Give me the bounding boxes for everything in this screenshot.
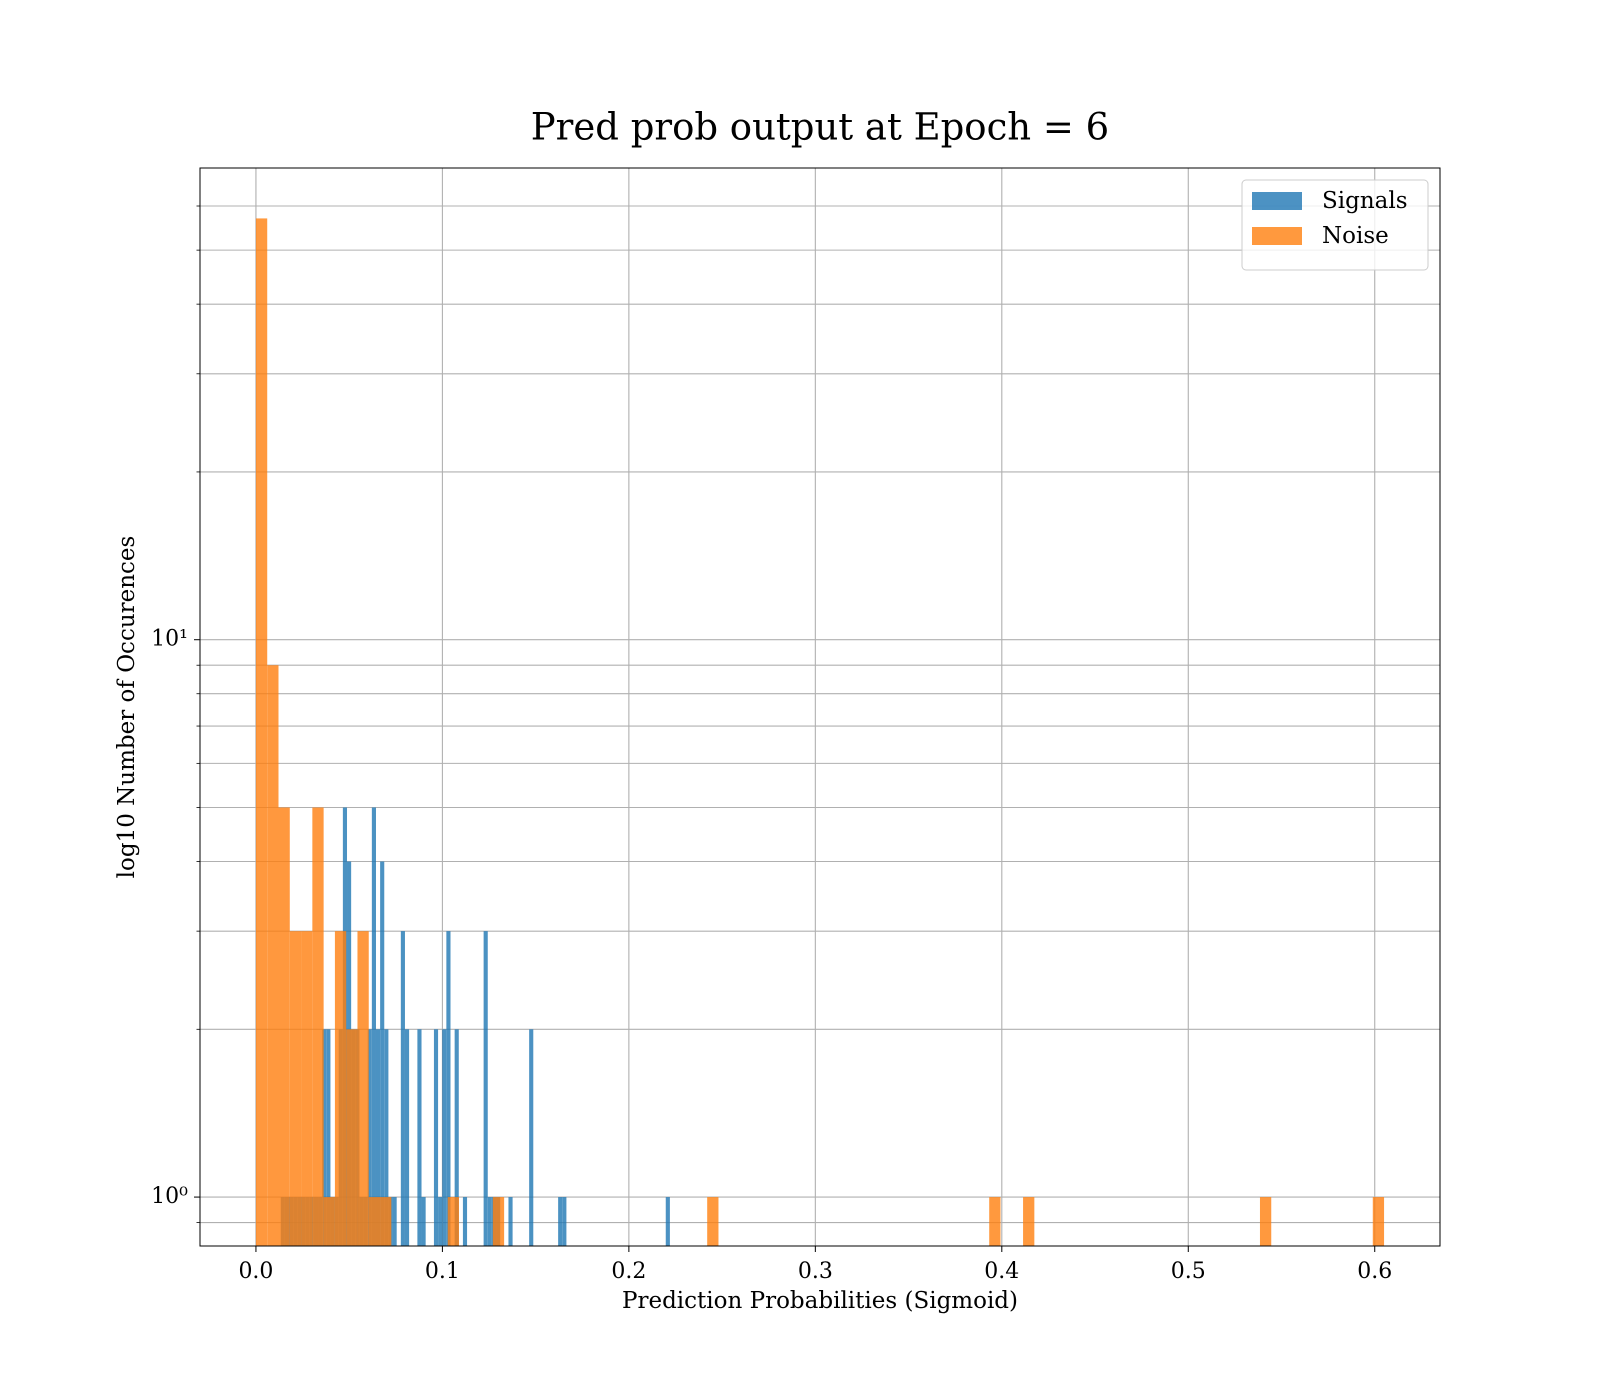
x-tick-label: 0.2 [611, 1259, 646, 1284]
histogram-bar [322, 1029, 327, 1246]
histogram-bar [380, 1197, 392, 1246]
histogram-bar [492, 1197, 505, 1246]
histogram-bar [323, 1197, 335, 1246]
x-tick-label: 0.3 [798, 1259, 833, 1284]
histogram-bar [1259, 1197, 1272, 1246]
histogram-bar [368, 1197, 381, 1246]
histogram-bar [707, 1197, 719, 1246]
histogram-bar [487, 1197, 492, 1246]
histogram-bar [375, 1029, 381, 1246]
histogram-bar [357, 931, 369, 1246]
histogram-bar [1372, 1197, 1385, 1246]
histogram-bar [289, 931, 302, 1246]
plot-frame [199, 167, 1441, 1247]
histogram-bar [404, 1029, 410, 1246]
y-tick-label: 10¹ [151, 627, 188, 652]
chart-title: Pred prob output at Epoch = 6 [531, 106, 1109, 149]
histogram-bar [508, 1197, 513, 1246]
histogram-bar [326, 1029, 331, 1246]
histogram-bar [665, 1197, 670, 1246]
x-tick-label: 0.4 [984, 1259, 1019, 1284]
histogram-bar [392, 1197, 397, 1246]
histogram-bar [301, 931, 313, 1246]
legend-swatch [1252, 192, 1302, 210]
x-tick-label: 0.1 [425, 1259, 460, 1284]
histogram-bar [384, 1029, 389, 1246]
y-axis-label: log10 Number of Occurences [114, 536, 140, 879]
legend-label: Noise [1322, 223, 1389, 249]
y-tick-label: 10⁰ [151, 1184, 188, 1209]
histogram-bar [267, 665, 279, 1246]
x-tick-label: 0.0 [238, 1259, 273, 1284]
histogram-bar [433, 1029, 439, 1246]
histogram-bar [400, 931, 405, 1246]
histogram-bar [454, 1029, 459, 1246]
histogram-bar [334, 931, 347, 1246]
histogram-bar [462, 1197, 468, 1246]
x-tick-label: 0.6 [1357, 1259, 1392, 1284]
histogram-bar [558, 1197, 563, 1246]
histogram-bar [447, 1197, 460, 1246]
histogram-bar [989, 1197, 1001, 1246]
histogram-bar [371, 807, 376, 1246]
series-bars [255, 218, 1385, 1246]
histogram-bar [367, 1029, 372, 1246]
legend-label: Signals [1322, 188, 1408, 214]
histogram-bar [417, 1029, 422, 1246]
histogram-bar [529, 1029, 534, 1246]
histogram-bar [442, 1029, 447, 1246]
histogram-bar [483, 931, 488, 1246]
histogram-bar [255, 218, 268, 1246]
histogram-bar [278, 807, 290, 1246]
histogram-bar [562, 1197, 567, 1246]
histogram-bar [1023, 1197, 1035, 1246]
histogram-bar [438, 1197, 443, 1246]
x-tick-label: 0.5 [1171, 1259, 1206, 1284]
histogram-bar [346, 1029, 358, 1246]
histogram-bar [421, 1197, 426, 1246]
histogram-bar [380, 861, 385, 1246]
histogram-bar [312, 807, 324, 1246]
legend-swatch [1252, 227, 1302, 245]
x-axis-label: Prediction Probabilities (Sigmoid) [622, 1288, 1018, 1314]
histogram-bar [446, 931, 451, 1246]
